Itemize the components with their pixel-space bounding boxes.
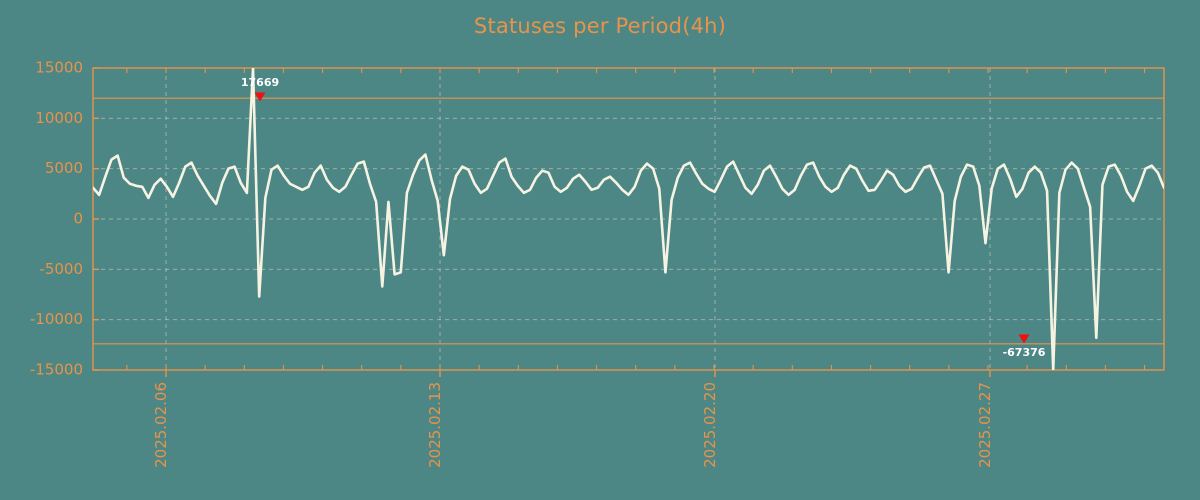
max-marker-triangle-icon bbox=[254, 92, 266, 102]
x-axis-ticks: 2025.02.06 2025.02.13 2025.02.20 2025.02.27 bbox=[126, 68, 1146, 468]
x-tick-label: 2025.02.27 bbox=[976, 382, 994, 468]
y-tick-label: -10000 bbox=[30, 310, 83, 328]
y-tick-label: 15000 bbox=[35, 59, 83, 77]
x-tick-label: 2025.02.06 bbox=[152, 382, 170, 468]
y-tick-label: 5000 bbox=[45, 159, 83, 177]
min-marker-triangle-icon bbox=[1018, 334, 1030, 344]
clip-reference-lines bbox=[93, 97, 1164, 345]
y-tick-label: -5000 bbox=[39, 260, 83, 278]
x-tick-label: 2025.02.20 bbox=[701, 382, 719, 468]
y-tick-label: 10000 bbox=[35, 109, 83, 127]
chart-title: Statuses per Period(4h) bbox=[473, 14, 727, 38]
y-axis-ticks: 15000 10000 5000 0 -5000 -10000 -15000 bbox=[30, 59, 99, 379]
series-path bbox=[93, 68, 1164, 370]
y-tick-label: -15000 bbox=[30, 361, 83, 379]
min-marker-label: -67376 bbox=[1003, 346, 1046, 359]
max-marker-label: 17669 bbox=[241, 76, 279, 89]
x-tick-label: 2025.02.13 bbox=[426, 382, 444, 468]
y-tick-label: 0 bbox=[73, 210, 83, 228]
data-series-line bbox=[93, 68, 1164, 370]
annotation-markers: 17669 -67376 bbox=[241, 76, 1046, 359]
